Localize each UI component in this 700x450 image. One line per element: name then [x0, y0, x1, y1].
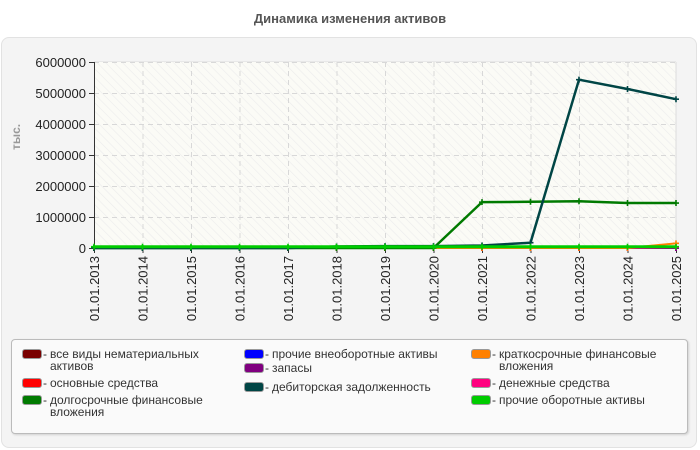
legend-item[interactable]: - краткосрочные финансовые вложения — [471, 348, 681, 372]
legend-dash: - — [492, 347, 496, 361]
legend-item[interactable]: - дебиторская задолженность — [244, 381, 464, 393]
x-tick-label: 01.01.2020 — [427, 256, 442, 321]
data-point-marker — [624, 200, 631, 207]
legend-label: долгосрочные финансовые вложения — [50, 393, 203, 419]
legend-column-1: - все виды нематериальных активов - основны… — [22, 348, 222, 423]
legend-swatch — [22, 395, 42, 405]
data-point-marker — [479, 199, 485, 206]
y-tick-label: 4000000 — [35, 117, 86, 132]
data-point-marker — [188, 243, 194, 250]
x-tick-label: 01.01.2019 — [378, 256, 393, 321]
legend-swatch — [244, 363, 264, 373]
data-point-marker — [479, 243, 485, 250]
legend-label: денежные средства — [499, 376, 610, 390]
data-point-marker — [333, 243, 340, 250]
x-tick-label: 01.01.2013 — [87, 256, 102, 321]
legend-swatch — [244, 382, 264, 392]
legend-label: запасы — [272, 361, 312, 375]
data-point-marker — [673, 96, 679, 103]
y-tick-label: 2000000 — [35, 179, 86, 194]
legend-dash: - — [492, 376, 496, 390]
y-tick-label: 1000000 — [35, 210, 86, 225]
legend-swatch — [22, 378, 42, 388]
legend-dash: - — [265, 380, 269, 394]
legend-dash: - — [265, 361, 269, 375]
x-tick-label: 01.01.2021 — [475, 256, 490, 321]
legend-column-3: - краткосрочные финансовые вложения - денеж… — [471, 348, 681, 411]
data-point-marker — [527, 198, 534, 205]
legend-swatch — [471, 378, 491, 388]
legend-item[interactable]: - основные средства — [22, 377, 222, 389]
legend-swatch — [244, 349, 264, 359]
data-point-marker — [624, 85, 631, 92]
legend-dash: - — [265, 347, 269, 361]
gridlines — [94, 62, 676, 248]
legend: - все виды нематериальных активов - основны… — [11, 339, 688, 434]
legend-label: краткосрочные финансовые вложения — [499, 347, 657, 373]
legend-swatch — [471, 349, 491, 359]
x-tick-label: 01.01.2025 — [669, 256, 684, 321]
data-point-marker — [624, 243, 631, 250]
y-tick-label: 5000000 — [35, 86, 86, 101]
x-tick-label: 01.01.2018 — [330, 256, 345, 321]
data-point-marker — [91, 243, 97, 250]
data-point-marker — [673, 243, 679, 250]
x-tick-label: 01.01.2023 — [572, 256, 587, 321]
y-tick-label: 6000000 — [35, 55, 86, 70]
data-point-marker — [285, 243, 291, 250]
data-point-marker — [382, 243, 388, 250]
legend-column-2: - прочие внеоборотные активы - запасы - дебит… — [244, 348, 464, 398]
chart-title: Динамика изменения активов — [253, 11, 447, 26]
legend-item[interactable]: - прочие оборотные активы — [471, 394, 681, 406]
legend-label: прочие оборотные активы — [499, 393, 645, 407]
legend-dash: - — [43, 376, 47, 390]
y-axis-label: тыс. — [9, 123, 23, 150]
x-tick-label: 01.01.2015 — [184, 256, 199, 321]
legend-label: дебиторская задолженность — [272, 380, 431, 394]
x-axis-ticks: 01.01.2013 01.01.2014 01.01.2015 01.01.2016… — [87, 248, 684, 321]
x-tick-label: 01.01.2016 — [233, 256, 248, 321]
y-axis-ticks: 0 1000000 2000000 3000000 4000000 5000000 6000… — [35, 55, 94, 256]
legend-swatch — [471, 395, 491, 405]
data-point-marker — [430, 243, 437, 250]
x-tick-label: 01.01.2014 — [136, 256, 151, 321]
data-point-marker — [576, 198, 582, 205]
data-point-marker — [236, 243, 243, 250]
data-point-marker — [576, 76, 582, 83]
data-point-marker — [673, 200, 679, 207]
legend-item[interactable]: - денежные средства — [471, 377, 681, 389]
legend-item[interactable]: - долгосрочные финансовые вложения — [22, 394, 222, 418]
data-point-marker — [139, 243, 146, 250]
y-tick-label: 0 — [79, 241, 86, 256]
plot-top-border — [94, 61, 676, 62]
data-point-marker — [576, 243, 582, 250]
line-chart: 0 1000000 2000000 3000000 4000000 5000000 6000… — [35, 55, 684, 321]
x-tick-label: 01.01.2022 — [524, 256, 539, 321]
legend-item[interactable]: - прочие внеоборотные активы — [244, 348, 464, 360]
legend-label: все виды нематериальных активов — [50, 347, 199, 373]
x-tick-label: 01.01.2024 — [621, 256, 636, 321]
x-tick-label: 01.01.2017 — [281, 256, 296, 321]
legend-item[interactable]: - запасы — [244, 362, 464, 374]
y-tick-label: 3000000 — [35, 148, 86, 163]
data-point-marker — [527, 243, 534, 250]
legend-label: основные средства — [50, 376, 159, 390]
legend-item[interactable]: - все виды нематериальных активов — [22, 348, 222, 372]
legend-dash: - — [492, 393, 496, 407]
legend-dash: - — [43, 393, 47, 407]
legend-swatch — [22, 349, 42, 359]
series-9 — [91, 243, 679, 250]
series-lines — [91, 76, 679, 251]
legend-label: прочие внеоборотные активы — [272, 347, 438, 361]
legend-dash: - — [43, 347, 47, 361]
